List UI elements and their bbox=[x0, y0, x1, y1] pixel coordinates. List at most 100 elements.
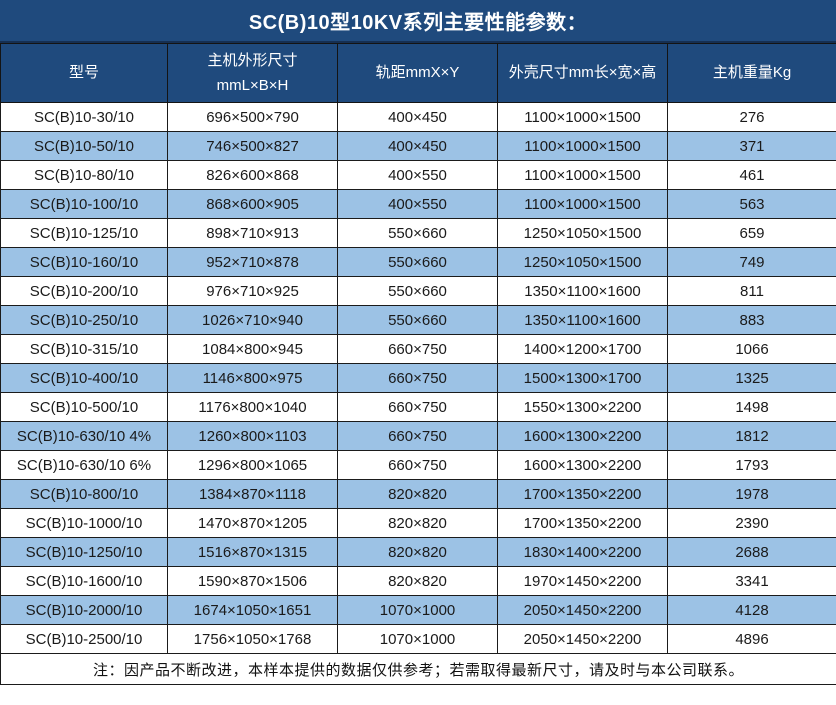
table-cell: 660×750 bbox=[338, 422, 498, 451]
table-cell: SC(B)10-2500/10 bbox=[1, 625, 168, 654]
table-cell: 1350×1100×1600 bbox=[498, 277, 668, 306]
column-header: 外壳尺寸mm长×宽×高 bbox=[498, 44, 668, 103]
table-cell: 1590×870×1506 bbox=[168, 567, 338, 596]
table-cell: SC(B)10-80/10 bbox=[1, 161, 168, 190]
table-cell: SC(B)10-250/10 bbox=[1, 306, 168, 335]
table-cell: 550×660 bbox=[338, 219, 498, 248]
table-row: SC(B)10-1600/101590×870×1506820×8201970×… bbox=[1, 567, 836, 596]
table-cell: 1100×1000×1500 bbox=[498, 161, 668, 190]
table-cell: 1500×1300×1700 bbox=[498, 364, 668, 393]
table-cell: 820×820 bbox=[338, 509, 498, 538]
table-cell: 1700×1350×2200 bbox=[498, 509, 668, 538]
table-cell: 4128 bbox=[668, 596, 836, 625]
table-cell: 400×550 bbox=[338, 161, 498, 190]
table-cell: 3341 bbox=[668, 567, 836, 596]
table-cell: SC(B)10-1600/10 bbox=[1, 567, 168, 596]
table-row: SC(B)10-400/101146×800×975660×7501500×13… bbox=[1, 364, 836, 393]
table-cell: 1516×870×1315 bbox=[168, 538, 338, 567]
table-cell: SC(B)10-30/10 bbox=[1, 103, 168, 132]
table-cell: SC(B)10-800/10 bbox=[1, 480, 168, 509]
table-cell: SC(B)10-400/10 bbox=[1, 364, 168, 393]
table-cell: 461 bbox=[668, 161, 836, 190]
table-cell: 1674×1050×1651 bbox=[168, 596, 338, 625]
table-row: SC(B)10-200/10976×710×925550×6601350×110… bbox=[1, 277, 836, 306]
table-cell: 1026×710×940 bbox=[168, 306, 338, 335]
table-cell: 1146×800×975 bbox=[168, 364, 338, 393]
table-cell: 400×450 bbox=[338, 132, 498, 161]
table-cell: SC(B)10-50/10 bbox=[1, 132, 168, 161]
table-cell: 820×820 bbox=[338, 538, 498, 567]
table-cell: 820×820 bbox=[338, 480, 498, 509]
table-cell: 1970×1450×2200 bbox=[498, 567, 668, 596]
table-row: SC(B)10-630/10 4%1260×800×1103660×750160… bbox=[1, 422, 836, 451]
table-cell: 550×660 bbox=[338, 248, 498, 277]
column-header: 轨距mmX×Y bbox=[338, 44, 498, 103]
table-cell: 1070×1000 bbox=[338, 625, 498, 654]
table-cell: 1296×800×1065 bbox=[168, 451, 338, 480]
table-cell: 2050×1450×2200 bbox=[498, 625, 668, 654]
table-cell: 1066 bbox=[668, 335, 836, 364]
header-row: 型号主机外形尺寸 mmL×B×H轨距mmX×Y外壳尺寸mm长×宽×高主机重量Kg bbox=[1, 44, 836, 103]
table-row: SC(B)10-315/101084×800×945660×7501400×12… bbox=[1, 335, 836, 364]
column-header: 主机外形尺寸 mmL×B×H bbox=[168, 44, 338, 103]
table-row: SC(B)10-125/10898×710×913550×6601250×105… bbox=[1, 219, 836, 248]
table-cell: 1498 bbox=[668, 393, 836, 422]
table-cell: 1384×870×1118 bbox=[168, 480, 338, 509]
table-cell: 276 bbox=[668, 103, 836, 132]
table-cell: SC(B)10-1000/10 bbox=[1, 509, 168, 538]
table-cell: 550×660 bbox=[338, 306, 498, 335]
table-cell: 400×450 bbox=[338, 103, 498, 132]
table-row: SC(B)10-800/101384×870×1118820×8201700×1… bbox=[1, 480, 836, 509]
table-cell: 1250×1050×1500 bbox=[498, 248, 668, 277]
table-row: SC(B)10-30/10696×500×790400×4501100×1000… bbox=[1, 103, 836, 132]
table-cell: 2688 bbox=[668, 538, 836, 567]
footnote: 注：因产品不断改进，本样本提供的数据仅供参考；若需取得最新尺寸，请及时与本公司联… bbox=[1, 654, 836, 685]
table-cell: 1756×1050×1768 bbox=[168, 625, 338, 654]
table-cell: 1325 bbox=[668, 364, 836, 393]
table-cell: SC(B)10-160/10 bbox=[1, 248, 168, 277]
note-row: 注：因产品不断改进，本样本提供的数据仅供参考；若需取得最新尺寸，请及时与本公司联… bbox=[1, 654, 836, 685]
table-row: SC(B)10-2000/101674×1050×16511070×100020… bbox=[1, 596, 836, 625]
table-row: SC(B)10-80/10826×600×868400×5501100×1000… bbox=[1, 161, 836, 190]
table-cell: 1400×1200×1700 bbox=[498, 335, 668, 364]
spec-table: 型号主机外形尺寸 mmL×B×H轨距mmX×Y外壳尺寸mm长×宽×高主机重量Kg… bbox=[0, 43, 836, 685]
table-row: SC(B)10-160/10952×710×878550×6601250×105… bbox=[1, 248, 836, 277]
table-cell: 749 bbox=[668, 248, 836, 277]
table-cell: 660×750 bbox=[338, 335, 498, 364]
table-cell: 550×660 bbox=[338, 277, 498, 306]
table-cell: SC(B)10-630/10 6% bbox=[1, 451, 168, 480]
table-cell: 563 bbox=[668, 190, 836, 219]
table-cell: SC(B)10-200/10 bbox=[1, 277, 168, 306]
table-cell: 820×820 bbox=[338, 567, 498, 596]
table-cell: 1100×1000×1500 bbox=[498, 190, 668, 219]
table-cell: 371 bbox=[668, 132, 836, 161]
table-row: SC(B)10-2500/101756×1050×17681070×100020… bbox=[1, 625, 836, 654]
column-header: 主机重量Kg bbox=[668, 44, 836, 103]
table-cell: 1100×1000×1500 bbox=[498, 132, 668, 161]
table-cell: 1100×1000×1500 bbox=[498, 103, 668, 132]
table-body: SC(B)10-30/10696×500×790400×4501100×1000… bbox=[1, 103, 836, 654]
table-cell: 1350×1100×1600 bbox=[498, 306, 668, 335]
table-row: SC(B)10-500/101176×800×1040660×7501550×1… bbox=[1, 393, 836, 422]
table-cell: 898×710×913 bbox=[168, 219, 338, 248]
table-cell: 1700×1350×2200 bbox=[498, 480, 668, 509]
table-cell: 1550×1300×2200 bbox=[498, 393, 668, 422]
spec-sheet: SC(B)10型10KV系列主要性能参数： 型号主机外形尺寸 mmL×B×H轨距… bbox=[0, 0, 836, 685]
table-row: SC(B)10-100/10868×600×905400×5501100×100… bbox=[1, 190, 836, 219]
table-cell: 811 bbox=[668, 277, 836, 306]
table-cell: 1600×1300×2200 bbox=[498, 451, 668, 480]
table-cell: 659 bbox=[668, 219, 836, 248]
table-cell: 1070×1000 bbox=[338, 596, 498, 625]
table-cell: 868×600×905 bbox=[168, 190, 338, 219]
table-cell: 826×600×868 bbox=[168, 161, 338, 190]
table-row: SC(B)10-1250/101516×870×1315820×8201830×… bbox=[1, 538, 836, 567]
table-cell: 746×500×827 bbox=[168, 132, 338, 161]
table-row: SC(B)10-1000/101470×870×1205820×8201700×… bbox=[1, 509, 836, 538]
table-cell: 660×750 bbox=[338, 393, 498, 422]
table-row: SC(B)10-250/101026×710×940550×6601350×11… bbox=[1, 306, 836, 335]
table-cell: SC(B)10-2000/10 bbox=[1, 596, 168, 625]
table-cell: SC(B)10-500/10 bbox=[1, 393, 168, 422]
table-cell: 1793 bbox=[668, 451, 836, 480]
table-cell: 1084×800×945 bbox=[168, 335, 338, 364]
table-cell: 1470×870×1205 bbox=[168, 509, 338, 538]
